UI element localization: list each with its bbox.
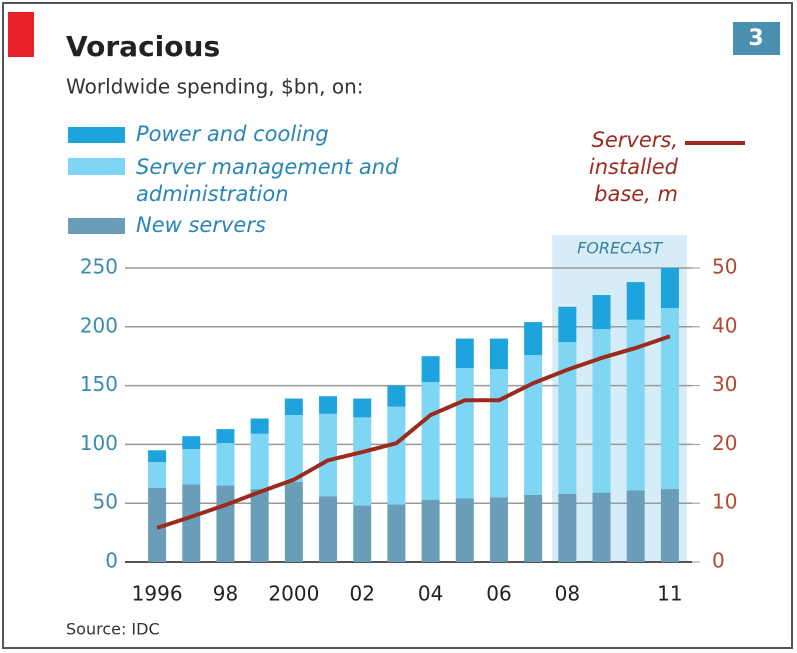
bar-segment [216,485,235,562]
bar-segment [558,342,577,494]
bar-segment [592,295,611,330]
bar-segment [558,306,577,343]
bar-segment [592,492,611,562]
y-tick-label: 50 [93,490,118,514]
x-tick-label: 2000 [268,582,319,606]
bar-segment [353,417,372,506]
bar-segment [660,307,679,490]
x-tick-label: 02 [349,582,374,606]
y2-tick-label: 50 [712,255,737,279]
x-tick-label: 08 [555,582,580,606]
badge: 3 [748,26,763,51]
bar-segment [353,398,372,418]
bar-segment [592,329,611,493]
y2-tick-label: 0 [712,549,725,573]
legend-label: Server management and administration [136,155,399,206]
bar-segment [626,282,645,320]
x-tick-label: 98 [213,582,238,606]
bar-segment [216,429,235,444]
y-tick-label: 150 [80,372,118,396]
bar-segment [489,497,508,562]
bar-segment [489,369,508,498]
bar-segment [387,504,406,562]
line [156,334,671,530]
x-tick-label: 11 [657,582,682,606]
bar-segment [387,385,406,407]
legend-swatch [68,218,125,234]
bar-segment [660,489,679,562]
bar-segment [558,493,577,562]
x-tick-label: 1996 [132,582,183,606]
legend-label: Servers, installed base, m [588,128,678,206]
x-tick-label: 06 [486,582,511,606]
y2-tick-label: 40 [712,313,737,337]
bar-segment [455,367,474,499]
bar-segment [353,505,372,562]
bar-segment [421,382,440,500]
legend-label: Power and cooling [136,122,329,146]
y-tick-label: 100 [80,431,118,455]
bar-segment [455,498,474,562]
bar-segment [489,338,508,370]
legend-swatch [68,158,125,175]
bar-segment [421,356,440,383]
bar-segment [524,355,543,495]
y-tick-label: 0 [105,549,118,573]
forecast-label: FORECAST [577,239,663,258]
bar-segment [182,436,201,450]
bar-segment [284,415,303,483]
bar-segment [284,398,303,415]
y-tick-label: 250 [80,255,118,279]
bar-segment [626,319,645,491]
bar-segment [455,338,474,368]
bar-segment [660,268,679,308]
bar-segment [284,482,303,562]
y2-tick-label: 10 [712,490,737,514]
bar-segment [319,496,338,562]
source: Source: IDC [66,620,160,639]
bar-segment [148,487,167,562]
bar-segment [421,499,440,562]
legend-swatch [68,127,125,143]
y2-tick-label: 30 [712,372,737,396]
bar-segment [626,490,645,562]
bar-segment [148,450,167,463]
y2-tick-label: 20 [712,431,737,455]
legend-label: New servers [136,213,266,237]
bar-segment [319,413,338,497]
bar-segment [524,494,543,562]
bar-segment [250,433,269,490]
bar-segment [216,443,235,486]
bar-segment [182,449,201,485]
bar-segment [319,396,338,414]
bar-segment [148,462,167,488]
bar-segment [524,322,543,356]
bar-segment [250,489,269,562]
bar-segment [250,418,269,434]
badge-box [733,22,780,55]
chart-title: Voracious [66,30,220,63]
x-tick-label: 04 [418,582,443,606]
y-tick-label: 200 [80,313,118,337]
bar-segment [387,406,406,505]
subtitle: Worldwide spending, $bn, on: [66,75,363,99]
red-tab [8,12,34,57]
bar-segment [182,484,201,562]
